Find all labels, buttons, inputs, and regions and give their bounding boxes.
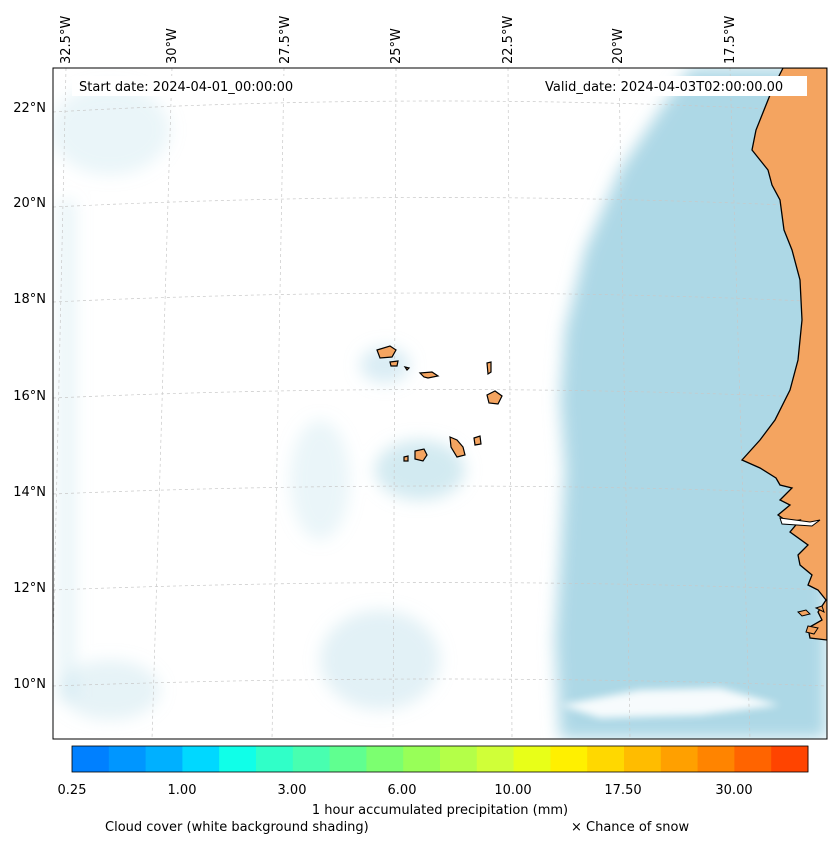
- valid-date-box: [539, 76, 807, 96]
- island-santo-antao: [376, 345, 397, 359]
- colorbar-frame: [71, 745, 809, 773]
- island-brava: [403, 455, 409, 462]
- colorbar-tick-label: 17.50: [604, 783, 641, 798]
- cloud-patch-southwest: [60, 660, 160, 720]
- map-area: [53, 68, 827, 739]
- colorbar-swatch: [403, 746, 441, 772]
- colorbar-tick-label: 0.25: [58, 783, 87, 798]
- island-santiago: [449, 436, 466, 458]
- lon-label: 25°W: [389, 28, 404, 64]
- colorbar-tick-label: 6.00: [388, 783, 417, 798]
- colorbar-swatch: [771, 746, 809, 772]
- lat-label: 16°N: [13, 389, 46, 404]
- island-sao-nicolau: [418, 371, 440, 379]
- cloud-cover-legend: Cloud cover (white background shading): [105, 820, 369, 835]
- start-date-label: Start date: 2024-04-01_00:00:00: [79, 80, 293, 95]
- colorbar-swatch: [108, 746, 147, 772]
- cloud-cover-east: [555, 68, 827, 739]
- cloud-cover-layer: [53, 68, 827, 739]
- africa-land: [740, 68, 827, 641]
- colorbar-title: 1 hour accumulated precipitation (mm): [312, 803, 568, 818]
- cape-verde-islands: [376, 345, 503, 462]
- lon-label: 22.5°W: [501, 16, 516, 64]
- colorbar-ticks: 0.25 1.00 3.00 6.00 10.00 17.50 30.00: [58, 783, 753, 798]
- colorbar-swatch: [256, 746, 294, 772]
- start-date-box: [72, 76, 310, 96]
- colorbar-swatch: [366, 746, 404, 772]
- colorbar-tick-label: 10.00: [494, 783, 531, 798]
- latitude-labels: 22°N 20°N 18°N 16°N 14°N 12°N 10°N: [13, 101, 46, 692]
- colorbar-swatch: [440, 746, 478, 772]
- lon-label: 20°W: [611, 28, 626, 64]
- island-santa-luzia: [403, 366, 411, 371]
- gambia-river-inlet: [779, 517, 821, 527]
- cloud-strip-west: [58, 200, 76, 700]
- colorbar-swatch: [292, 746, 331, 772]
- colorbar-swatch: [329, 746, 367, 772]
- colorbar: [72, 746, 809, 772]
- lat-label: 20°N: [13, 196, 46, 211]
- island-maio: [473, 435, 482, 446]
- cloud-patch-islands: [375, 440, 465, 500]
- bissagos-islands: [797, 605, 825, 635]
- valid-date-label: Valid_date: 2024-04-03T02:00:00.00: [545, 80, 783, 95]
- cloud-patch-north-islands: [360, 347, 410, 383]
- colorbar-swatch: [219, 746, 257, 772]
- colorbar-swatch: [660, 746, 699, 772]
- lat-label: 22°N: [13, 101, 46, 116]
- colorbar-swatch: [513, 746, 551, 772]
- cloud-patch-south: [320, 610, 440, 710]
- island-sal: [486, 361, 492, 376]
- colorbar-swatch: [476, 746, 515, 772]
- cloud-patch-northwest: [53, 85, 170, 175]
- colorbar-swatch: [72, 746, 110, 772]
- colorbar-tick-label: 30.00: [715, 783, 752, 798]
- graticule: [53, 68, 827, 739]
- longitude-labels: 32.5°W 30°W 27.5°W 25°W 22.5°W 20°W 17.5…: [59, 16, 738, 64]
- lon-label: 27.5°W: [278, 16, 293, 64]
- colorbar-swatch: [550, 746, 588, 772]
- colorbar-swatch: [587, 746, 625, 772]
- colorbar-tick-label: 1.00: [168, 783, 197, 798]
- colorbar-tick-label: 3.00: [278, 783, 307, 798]
- lat-label: 10°N: [13, 677, 46, 692]
- cloud-clear-streak: [560, 688, 780, 718]
- snow-legend: × Chance of snow: [571, 820, 689, 835]
- colorbar-swatch: [182, 746, 220, 772]
- colorbar-swatch: [697, 746, 735, 772]
- island-sao-vicente: [389, 360, 399, 367]
- colorbar-swatch: [145, 746, 183, 772]
- island-fogo: [414, 448, 428, 462]
- cloud-patch-central: [290, 420, 350, 540]
- lat-label: 18°N: [13, 292, 46, 307]
- map-frame: [52, 67, 828, 740]
- lat-label: 12°N: [13, 581, 46, 596]
- island-boa-vista: [486, 390, 503, 405]
- lat-label: 14°N: [13, 485, 46, 500]
- colorbar-swatch: [734, 746, 772, 772]
- colorbar-swatch: [624, 746, 662, 772]
- lon-label: 17.5°W: [723, 16, 738, 64]
- lon-label: 30°W: [165, 28, 180, 64]
- lon-label: 32.5°W: [59, 16, 74, 64]
